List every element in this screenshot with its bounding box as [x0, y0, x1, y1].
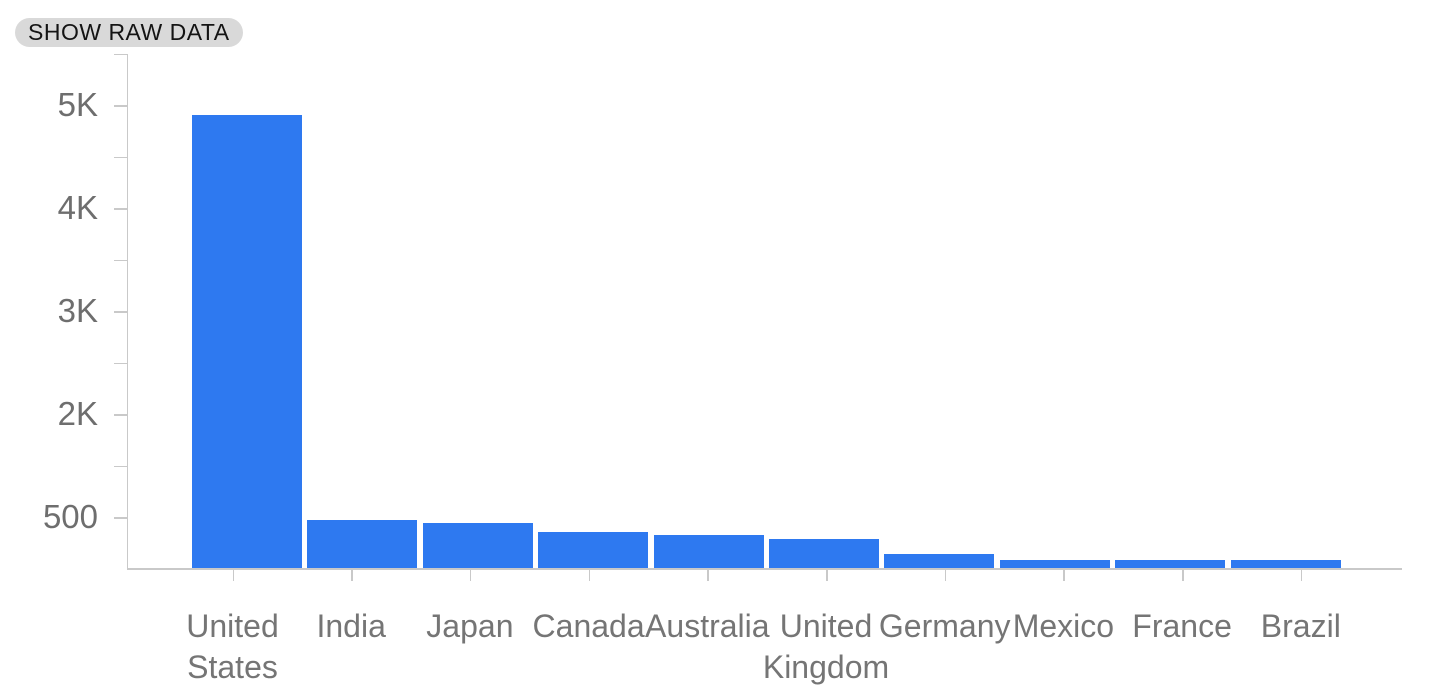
bar-germany[interactable] — [884, 553, 995, 568]
y-axis-label: 5K — [57, 86, 98, 123]
x-axis-tick — [1063, 570, 1065, 581]
y-axis-line — [126, 53, 128, 570]
x-axis-label: India — [316, 608, 386, 644]
y-axis-tick — [113, 465, 127, 467]
bar-japan[interactable] — [422, 522, 533, 568]
x-axis-tick — [351, 570, 353, 581]
y-axis-tick — [113, 156, 127, 158]
y-axis-label: 500 — [42, 498, 98, 535]
y-axis-tick — [113, 53, 127, 55]
x-axis-tick — [1182, 570, 1184, 581]
x-axis-label: Japan — [426, 608, 514, 644]
x-axis-label: Mexico — [1012, 608, 1115, 644]
y-axis-tick — [113, 208, 127, 210]
x-axis-label: Canada — [532, 608, 645, 644]
y-axis-tick — [113, 105, 127, 107]
x-axis-tick — [469, 570, 472, 581]
x-axis-label: Australia — [645, 608, 770, 644]
x-axis-line — [126, 568, 1402, 570]
x-axis-label: United Kingdom — [762, 608, 890, 685]
bar-united-states[interactable] — [192, 114, 302, 568]
x-axis-tick — [944, 570, 947, 581]
y-axis-label: 3K — [57, 292, 98, 329]
y-axis-label: 4K — [57, 189, 98, 226]
x-axis-label: Brazil — [1260, 608, 1341, 644]
bar-france[interactable] — [1115, 559, 1226, 568]
x-axis-tick — [232, 570, 234, 581]
x-axis-label: Germany — [878, 608, 1011, 644]
y-axis-tick — [113, 311, 127, 313]
bar-canada[interactable] — [538, 532, 649, 568]
x-axis-tick — [588, 570, 591, 581]
bar-mexico[interactable] — [999, 559, 1110, 568]
x-axis-tick — [707, 570, 709, 581]
y-axis-label: 2K — [57, 395, 98, 432]
bar-australia[interactable] — [653, 535, 764, 568]
x-axis-label: France — [1132, 608, 1232, 644]
x-axis-tick — [1300, 570, 1303, 581]
y-axis-tick — [113, 362, 127, 364]
y-axis-tick — [113, 259, 127, 261]
y-axis-tick — [113, 517, 127, 519]
x-axis-label: United States — [186, 608, 279, 685]
x-axis-tick — [826, 570, 828, 581]
bar-united-kingdom[interactable] — [769, 538, 879, 568]
y-axis-tick — [113, 414, 127, 416]
bar-india[interactable] — [307, 519, 418, 568]
bar-brazil[interactable] — [1230, 560, 1341, 568]
show-raw-data-button[interactable]: SHOW RAW DATA — [15, 18, 243, 47]
